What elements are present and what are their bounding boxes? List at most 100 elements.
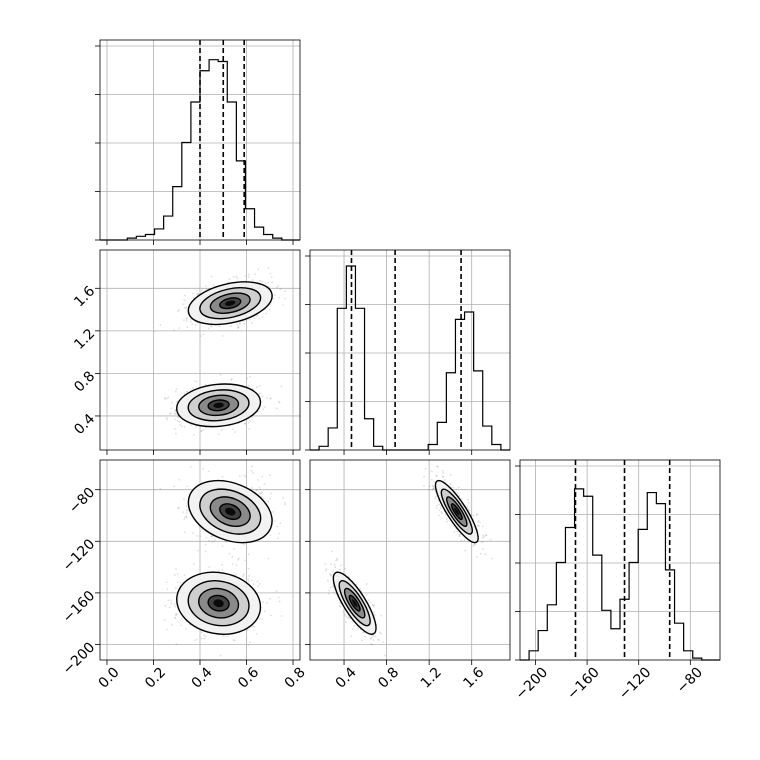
sample-point	[255, 489, 258, 491]
sample-point	[440, 512, 443, 515]
sample-point	[258, 392, 261, 395]
sample-point	[346, 616, 349, 619]
sample-point	[271, 281, 274, 284]
sample-point	[269, 272, 272, 275]
x-tick-label: 0.2	[142, 664, 169, 691]
sample-point	[259, 488, 261, 491]
sample-point	[242, 573, 245, 576]
sample-point	[191, 292, 194, 295]
sample-point	[370, 637, 373, 640]
sample-point	[430, 478, 433, 481]
sample-point	[364, 635, 366, 638]
sample-point	[353, 624, 356, 627]
sample-point	[232, 639, 235, 642]
sample-point	[327, 592, 330, 595]
sample-point	[267, 281, 269, 284]
sample-point	[384, 654, 386, 657]
sample-point	[178, 478, 181, 481]
sample-point	[370, 643, 372, 645]
sample-point	[205, 536, 208, 539]
sample-point	[480, 541, 483, 544]
sample-point	[224, 635, 227, 638]
density-contour-2-5	[225, 507, 236, 516]
sample-point	[357, 627, 359, 630]
sample-point	[166, 397, 168, 400]
sample-point	[328, 589, 330, 592]
sample-point	[423, 484, 425, 487]
sample-point	[183, 518, 186, 521]
sample-point	[347, 616, 350, 619]
sample-point	[369, 637, 372, 640]
sample-point	[221, 475, 224, 478]
sample-point	[463, 539, 466, 541]
sample-point	[460, 539, 463, 542]
sample-point	[267, 557, 270, 560]
sample-point	[200, 637, 203, 640]
sample-point	[431, 484, 434, 487]
sample-point	[183, 392, 186, 395]
sample-point	[174, 412, 177, 415]
x-tick-label: 0.4	[333, 664, 360, 691]
sample-point	[159, 324, 162, 326]
sample-point	[244, 274, 247, 277]
sample-point	[456, 530, 459, 533]
axes-frame	[309, 249, 511, 451]
sample-point	[253, 317, 256, 320]
sample-point	[208, 539, 211, 542]
sample-point	[441, 469, 444, 472]
sample-point	[273, 294, 276, 297]
sample-point	[276, 525, 278, 528]
sample-point	[261, 395, 264, 398]
sample-point	[444, 513, 447, 516]
sample-point	[479, 552, 482, 555]
sample-point	[246, 377, 249, 380]
sample-point	[185, 515, 188, 518]
sample-point	[476, 520, 479, 523]
sample-point	[185, 306, 188, 308]
sample-point	[344, 613, 347, 616]
sample-point	[423, 475, 425, 478]
sample-point	[252, 472, 255, 474]
sample-point	[282, 304, 285, 306]
sample-point	[185, 505, 188, 508]
sample-point	[326, 579, 329, 582]
sample-point	[221, 563, 223, 566]
sample-point	[373, 604, 375, 607]
sample-point	[192, 297, 195, 299]
sample-point	[458, 495, 461, 497]
sample-point	[371, 643, 374, 646]
sample-point	[228, 278, 231, 281]
sample-point	[186, 326, 189, 328]
sample-point	[177, 507, 179, 509]
sample-point	[432, 486, 435, 489]
sample-point	[345, 615, 347, 618]
sample-point	[250, 469, 253, 472]
scatter-panel-3-1: −200 −160 −120 −80 0.0 0.2 0.4 0.6 0.8	[60, 459, 309, 692]
sample-point	[481, 525, 484, 528]
sample-point	[269, 597, 272, 600]
sample-point	[191, 387, 194, 389]
sample-point	[185, 628, 187, 630]
sample-point	[202, 467, 205, 470]
sample-point	[192, 563, 195, 565]
sample-point	[207, 327, 210, 330]
sample-point	[168, 606, 171, 609]
x-tick-label: −200	[513, 664, 552, 703]
sample-point	[476, 513, 478, 516]
axes-background	[310, 250, 510, 450]
sample-point	[267, 267, 270, 270]
sample-point	[174, 390, 177, 393]
sample-point	[173, 428, 176, 430]
axes-frame	[99, 459, 301, 661]
sample-point	[329, 586, 332, 589]
sample-point	[252, 583, 255, 586]
sample-point	[219, 654, 222, 657]
y-tick-label: 0.8	[71, 368, 98, 395]
sample-point	[330, 563, 332, 565]
sample-point	[186, 485, 189, 488]
sample-point	[247, 578, 249, 581]
sample-point	[200, 430, 203, 432]
sample-point	[261, 315, 264, 318]
sample-point	[446, 520, 448, 523]
sample-point	[355, 583, 358, 586]
